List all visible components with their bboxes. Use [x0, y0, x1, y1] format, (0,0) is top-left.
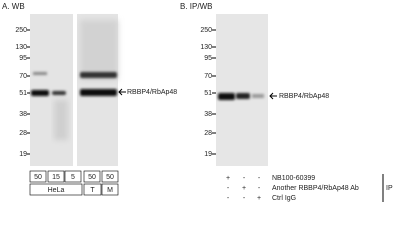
group-box [101, 183, 119, 196]
lane-box [101, 170, 119, 183]
ip-label: IP [386, 185, 393, 192]
marker-label: 51 [19, 90, 27, 97]
panel-title: A. WB [2, 2, 25, 11]
row-label: NB100-60399 [272, 175, 315, 182]
group-label: HeLa [48, 187, 65, 194]
band [218, 93, 235, 100]
marker-label: 19 [19, 151, 27, 158]
band-label: RBBP4/RbAp48 [279, 93, 329, 100]
panel-title: B. IP/WB [180, 2, 212, 11]
lane-box [64, 170, 82, 183]
row-label: Ctrl IgG [272, 195, 296, 202]
lane-load: 15 [52, 174, 60, 181]
sign: + [226, 175, 230, 182]
blot-b [216, 14, 268, 166]
sign: + [257, 195, 261, 202]
sign: - [258, 175, 261, 182]
row-label: Another RBBP4/RbAp48 Ab [272, 185, 359, 192]
lane-load: 5 [71, 174, 75, 181]
marker-label: 250 [200, 27, 212, 34]
lane-box [47, 170, 65, 183]
lane-box [83, 170, 101, 183]
marker-label: 19 [204, 151, 212, 158]
arrow [118, 88, 126, 96]
sign: - [227, 185, 230, 192]
marker-label: 28 [204, 130, 212, 137]
sign: - [243, 175, 246, 182]
band [252, 94, 264, 98]
sign: - [258, 185, 261, 192]
marker-label: 130 [200, 44, 212, 51]
group-label: M [107, 187, 113, 194]
lane-box [29, 170, 47, 183]
figure: A. WB RBBP4/RbAp48 B. IP/WB RBBP4/RbAp48… [2, 2, 393, 202]
sign: - [243, 195, 246, 202]
band-label: RBBP4/RbAp48 [127, 89, 177, 96]
marker-label: 70 [19, 73, 27, 80]
band [52, 91, 66, 95]
band [80, 72, 117, 78]
band [33, 72, 47, 75]
lane-load: 50 [88, 174, 96, 181]
group-box [83, 183, 102, 196]
marker-label: 95 [204, 55, 212, 62]
marker-label: 130 [15, 44, 27, 51]
smear [80, 20, 118, 80]
sign: + [242, 185, 246, 192]
marker-label: 28 [19, 130, 27, 137]
group-box [29, 183, 83, 196]
lane-load: 50 [34, 174, 42, 181]
marker-label: 70 [204, 73, 212, 80]
lane-load: 50 [106, 174, 114, 181]
dynamic: 250 130 95 70 51 38 28 19 250 130 95 70 51 38 28 19 50 15… [15, 27, 359, 202]
band [236, 93, 250, 99]
sign: - [227, 195, 230, 202]
marker-label: 51 [204, 90, 212, 97]
marker-label: 250 [15, 27, 27, 34]
marker-label: 95 [19, 55, 27, 62]
smear [54, 100, 68, 140]
band [31, 90, 49, 96]
marker-label: 38 [19, 111, 27, 118]
band [80, 89, 117, 96]
group-label: T [90, 187, 95, 194]
marker-label: 38 [204, 111, 212, 118]
arrow [269, 92, 277, 100]
